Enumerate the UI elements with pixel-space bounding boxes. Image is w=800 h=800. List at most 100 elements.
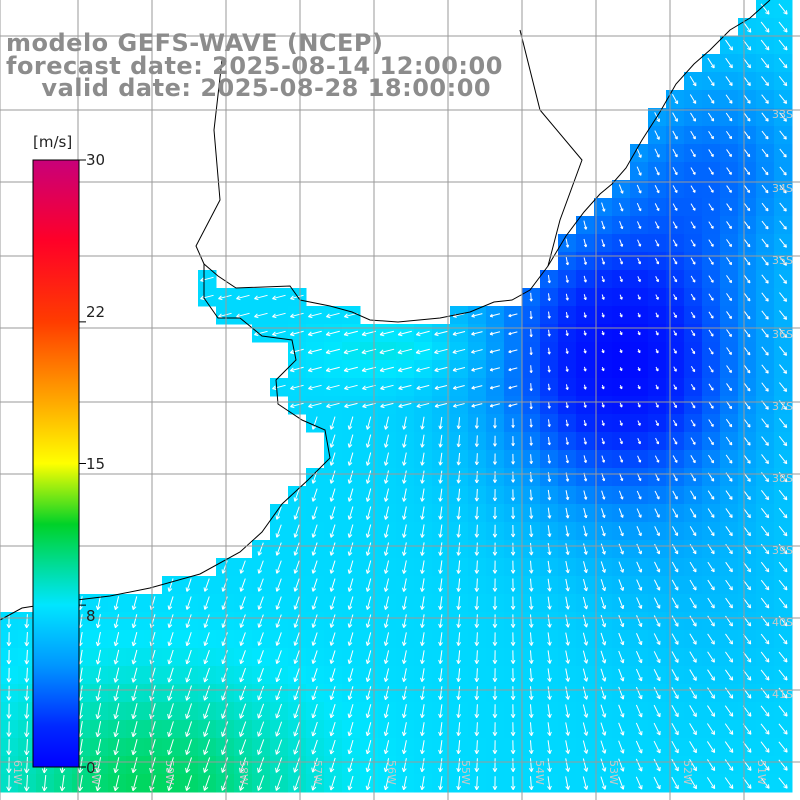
wind-arrowhead [586, 731, 589, 736]
wind-arrowhead [379, 352, 385, 355]
wind-arrowhead [402, 515, 405, 520]
wind-arrowhead [549, 515, 552, 519]
wind-arrow [476, 453, 478, 465]
wind-arrowhead [528, 732, 532, 736]
wind-arrowhead [257, 768, 263, 773]
wind-arrow [726, 293, 732, 301]
wind-arrowhead [622, 677, 625, 682]
wind-arrow [421, 560, 425, 574]
wind-arrowhead [548, 315, 551, 319]
wind-arrowhead [512, 461, 515, 465]
wind-arrow [708, 454, 714, 464]
wind-arrowhead [312, 426, 317, 430]
wind-arrow [168, 632, 174, 646]
wind-arrowhead [601, 786, 606, 790]
wind-arrowhead [385, 570, 389, 574]
wind-arrowhead [366, 642, 371, 646]
wind-arrow [654, 473, 660, 481]
wind-arrowhead [348, 732, 353, 737]
wind-arrowhead [622, 623, 625, 627]
wind-arrow [132, 703, 138, 719]
wind-arrowhead [439, 552, 443, 556]
wind-arrowhead [567, 405, 569, 409]
wind-arrow [779, 166, 787, 176]
wind-arrow [476, 740, 478, 754]
wind-arrowhead [585, 478, 588, 482]
wind-arrowhead [403, 642, 407, 646]
wind-arrow [618, 561, 624, 573]
wind-arrow [653, 669, 661, 681]
wind-arrow [168, 614, 174, 628]
wind-arrow [421, 686, 425, 700]
wind-arrowhead [767, 766, 770, 771]
wind-arrow [743, 256, 751, 266]
wind-arrowhead [344, 406, 349, 409]
wind-arrowhead [492, 713, 496, 718]
wind-arrowhead [528, 605, 532, 610]
wind-arrowhead [638, 660, 642, 664]
wind-arrowhead [604, 569, 606, 573]
wind-arrowhead [97, 696, 101, 701]
wind-arrowhead [379, 367, 384, 372]
wind-arrow [547, 668, 551, 682]
wind-arrow [725, 57, 733, 69]
wind-arrowhead [397, 367, 402, 372]
wind-arrow [222, 560, 228, 574]
wind-arrowhead [290, 403, 294, 408]
wind-arrowhead [710, 714, 715, 717]
wind-arrowhead [583, 768, 588, 772]
wind-arrowhead [312, 714, 317, 719]
wind-arrowhead [510, 731, 514, 736]
wind-arrow [221, 703, 229, 719]
wind-arrow [308, 402, 322, 408]
wind-arrowhead [347, 461, 350, 466]
wind-arrowhead [113, 714, 116, 719]
wind-arrow [779, 148, 787, 158]
wind-arrow [725, 39, 733, 51]
wind-arrowhead [510, 749, 514, 755]
wind-arrow [582, 650, 588, 664]
wind-arrow [276, 578, 282, 592]
wind-arrowhead [79, 660, 83, 665]
wind-arrowhead [398, 406, 403, 409]
wind-arrow [600, 632, 606, 646]
wind-arrowhead [385, 498, 389, 502]
wind-arrowhead [785, 297, 788, 302]
wind-arrowhead [311, 515, 314, 520]
wind-arrowhead [456, 677, 459, 682]
wind-arrowhead [531, 731, 534, 736]
wind-arrow [186, 685, 192, 701]
wind-arrow [114, 614, 120, 628]
wind-arrowhead [785, 658, 788, 663]
wind-arrow [348, 416, 354, 430]
wind-arrowhead [348, 750, 353, 755]
wind-arrow [689, 687, 697, 699]
wind-arrowhead [221, 786, 227, 791]
wind-arrow [779, 346, 787, 356]
wind-arrow [743, 525, 751, 537]
wind-arrowhead [311, 533, 314, 538]
wind-arrowhead [218, 295, 222, 300]
wind-arrowhead [586, 623, 589, 628]
wind-arrowhead [365, 425, 368, 430]
wind-arrow [547, 274, 551, 284]
wind-arrowhead [785, 352, 788, 356]
wind-arrowhead [601, 696, 606, 700]
wind-arrowhead [474, 767, 478, 772]
wind-arrowhead [185, 623, 188, 628]
wind-arrowhead [79, 696, 83, 701]
wind-arrowhead [767, 532, 770, 536]
wind-arrowhead [785, 171, 787, 176]
wind-arrowhead [783, 551, 788, 555]
wind-arrowhead [293, 515, 296, 520]
wind-arrowhead [512, 695, 516, 700]
wind-arrowhead [420, 425, 423, 430]
wind-arrowhead [59, 768, 63, 774]
wind-arrowhead [601, 732, 606, 736]
wind-arrowhead [622, 605, 625, 609]
wind-arrow [168, 703, 174, 719]
wind-arrowhead [289, 349, 294, 354]
wind-arrowhead [240, 624, 245, 628]
wind-arrowhead [416, 403, 420, 407]
wind-arrowhead [294, 606, 299, 610]
